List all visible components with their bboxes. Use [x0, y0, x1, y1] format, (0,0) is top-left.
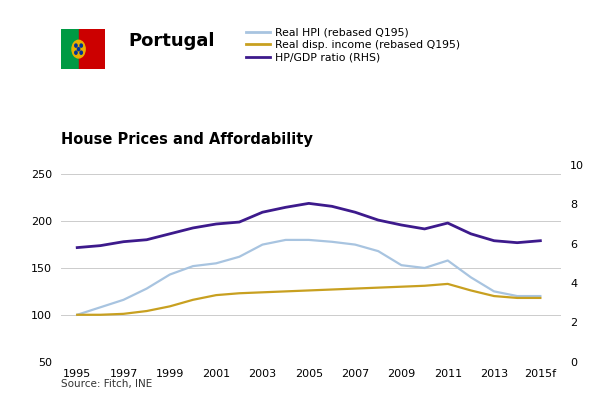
Circle shape [75, 51, 77, 54]
Circle shape [80, 44, 82, 47]
Circle shape [80, 51, 82, 54]
Text: Portugal: Portugal [128, 32, 215, 50]
Bar [61, 29, 79, 69]
Text: House Prices and Affordability: House Prices and Affordability [61, 132, 313, 147]
Circle shape [75, 44, 77, 47]
Bar [79, 29, 105, 69]
Circle shape [77, 48, 80, 51]
Circle shape [72, 40, 85, 58]
Legend: Real HPI (rebased Q195), Real disp. income (rebased Q195), HP/GDP ratio (RHS): Real HPI (rebased Q195), Real disp. inco… [242, 23, 465, 67]
Text: Source: Fitch, INE: Source: Fitch, INE [61, 379, 152, 389]
